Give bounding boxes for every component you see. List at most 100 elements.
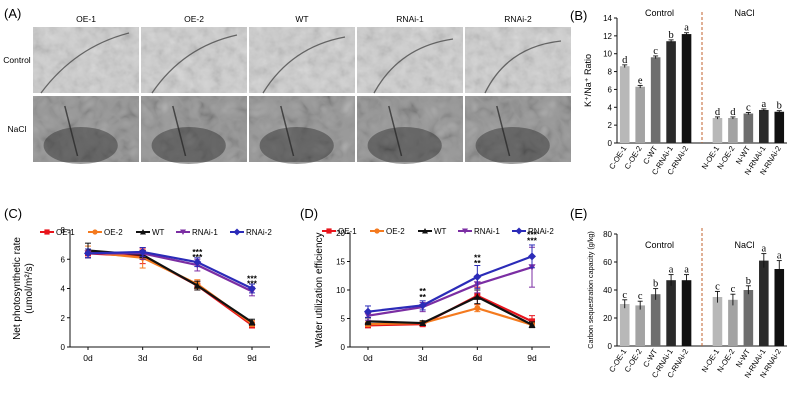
group-label-nacl: NaCl <box>734 8 754 18</box>
legend-label: OE-2 <box>104 228 123 237</box>
bar <box>743 290 754 346</box>
bar <box>650 57 661 143</box>
y-tick-label: 4 <box>608 103 613 112</box>
fiber <box>172 105 187 157</box>
significance-stars: *** <box>527 230 538 240</box>
data-point <box>193 282 201 289</box>
y-tick-label: 6 <box>61 255 66 264</box>
series-line <box>87 252 253 326</box>
legend-marker <box>180 229 186 235</box>
y-tick-label: 5 <box>341 315 346 324</box>
data-point <box>474 305 481 312</box>
column-label: RNAi-2 <box>504 14 532 24</box>
legend-marker <box>422 228 428 234</box>
significance-stars: *** <box>527 235 538 245</box>
significance-letter: e <box>638 75 643 86</box>
bar <box>759 260 769 346</box>
y-tick-label: 20 <box>603 314 612 323</box>
significance-letter: c <box>731 284 736 295</box>
y-tick-label: 0 <box>608 139 613 148</box>
series-line <box>367 295 533 326</box>
column-label: RNAi-1 <box>396 14 424 24</box>
row-label: Control <box>3 55 31 65</box>
y-tick-label: 4 <box>61 285 66 294</box>
panel-label: (D) <box>300 206 318 221</box>
y-tick-label: 6 <box>608 85 613 94</box>
series-line <box>367 266 533 317</box>
x-tick-label: 6d <box>193 353 203 363</box>
panel-label: (B) <box>570 8 587 23</box>
micrograph-texture <box>141 96 247 162</box>
bar <box>681 280 692 346</box>
significance-stars: ** <box>474 258 481 268</box>
bar <box>666 41 676 143</box>
significance-letter: d <box>730 107 736 118</box>
significance-letter: c <box>638 291 643 302</box>
x-tick-label: 9d <box>247 353 257 363</box>
significance-stars: *** <box>192 247 203 257</box>
significance-letter: b <box>668 30 673 41</box>
micrograph-texture <box>357 96 463 162</box>
bar <box>728 299 738 346</box>
legend-label: WT <box>152 228 165 237</box>
y-axis-label: K⁺/Na⁺ Ratio <box>583 54 593 107</box>
fiber <box>262 36 346 94</box>
chart-d: (D) 0 5 10 15 20 0d 3d 6d 9d Water utilization eff… <box>300 206 554 363</box>
significance-letter: b <box>777 101 782 112</box>
micrograph-texture <box>357 27 463 93</box>
fiber <box>484 40 562 94</box>
fiber <box>40 32 130 94</box>
dark-region <box>259 127 334 164</box>
legend-marker <box>140 229 146 235</box>
y-tick-label: 0 <box>61 343 66 352</box>
micrograph-texture <box>465 96 571 162</box>
legend-marker <box>44 229 50 235</box>
significance-letter: c <box>715 281 720 292</box>
data-point <box>193 258 202 267</box>
bar <box>666 280 676 346</box>
bar <box>619 66 630 143</box>
legend-marker <box>515 227 523 235</box>
y-tick-label: 80 <box>603 230 612 239</box>
x-tick-label: 9d <box>527 353 537 363</box>
dark-region <box>475 127 550 164</box>
y-axis-label: Carbon sequestration capacity (g/kg) <box>586 231 595 348</box>
y-tick-label: 2 <box>61 314 66 323</box>
data-point <box>364 307 372 316</box>
panel-label: (C) <box>4 206 22 221</box>
legend-label: WT <box>434 227 447 236</box>
y-tick-label: 14 <box>603 14 612 23</box>
data-point <box>473 272 482 281</box>
y-tick-label: 20 <box>336 229 345 238</box>
significance-letter: c <box>622 290 627 301</box>
micrograph-texture <box>465 27 571 93</box>
data-point <box>84 249 92 258</box>
micrograph-texture <box>33 96 139 162</box>
significance-stars: ** <box>419 286 426 296</box>
legend-marker <box>374 228 380 234</box>
fiber <box>496 105 511 157</box>
fiber <box>373 38 454 94</box>
bar <box>712 297 723 346</box>
legend-marker <box>92 229 98 235</box>
y-tick-label: 8 <box>608 68 613 77</box>
x-tick-label: 6d <box>473 353 483 363</box>
significance-letter: c <box>653 46 658 57</box>
significance-stars: *** <box>192 252 203 262</box>
bar <box>774 269 785 346</box>
y-tick-label: 40 <box>603 286 612 295</box>
panel-a-label: (A) <box>4 6 21 21</box>
y-axis-label-units: (umol/m²/s) <box>24 263 35 314</box>
fiber <box>151 34 238 94</box>
micrograph-texture <box>249 96 355 162</box>
row-label: NaCl <box>8 124 27 134</box>
micrograph-texture <box>141 27 247 93</box>
significance-letter: b <box>653 279 658 290</box>
legend-label: RNAi-1 <box>192 228 218 237</box>
significance-letter: d <box>622 55 628 66</box>
y-tick-label: 12 <box>603 32 612 41</box>
micrograph-texture <box>249 27 355 93</box>
bar <box>635 86 645 143</box>
